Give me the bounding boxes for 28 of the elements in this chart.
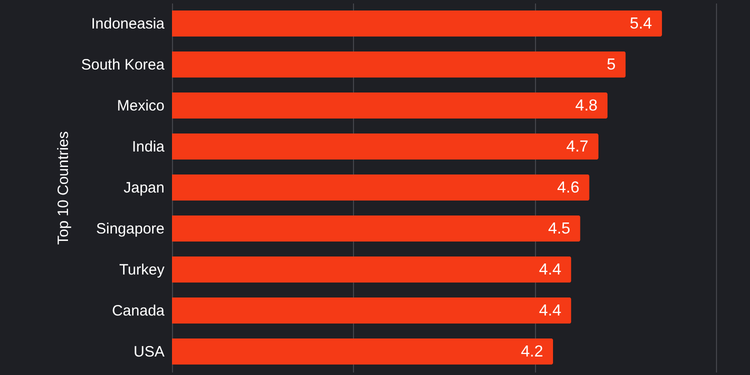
bar — [172, 215, 580, 242]
data-label: 5 — [606, 56, 616, 74]
data-label: 4.6 — [557, 180, 580, 196]
data-label: 5.4 — [630, 16, 652, 32]
y-tick-label: Mexico — [116, 98, 164, 114]
data-label: 4.4 — [538, 262, 562, 278]
bar — [172, 10, 662, 37]
y-tick-label: Indoneasia — [91, 16, 166, 32]
data-label: 4.8 — [575, 98, 598, 114]
y-tick-label: Japan — [124, 180, 164, 196]
y-tick-label: Canada — [112, 302, 166, 320]
bar — [172, 338, 554, 365]
y-tick-label: South Korea — [81, 56, 166, 74]
y-tick-label: Turkey — [119, 262, 165, 278]
bar — [172, 51, 626, 78]
bar — [172, 174, 590, 201]
data-label: 4.7 — [566, 138, 589, 156]
y-tick-label: Singapore — [96, 220, 164, 238]
bar — [172, 133, 598, 160]
bar — [172, 256, 572, 283]
data-label: 4.5 — [548, 220, 570, 238]
bar — [172, 297, 572, 324]
bar — [172, 92, 608, 119]
y-axis-title: Top 10 Countries — [55, 131, 72, 245]
data-label: 4.2 — [520, 344, 544, 360]
y-tick-label: India — [132, 138, 166, 156]
y-tick-label: USA — [134, 344, 164, 360]
data-label: 4.4 — [538, 302, 562, 320]
